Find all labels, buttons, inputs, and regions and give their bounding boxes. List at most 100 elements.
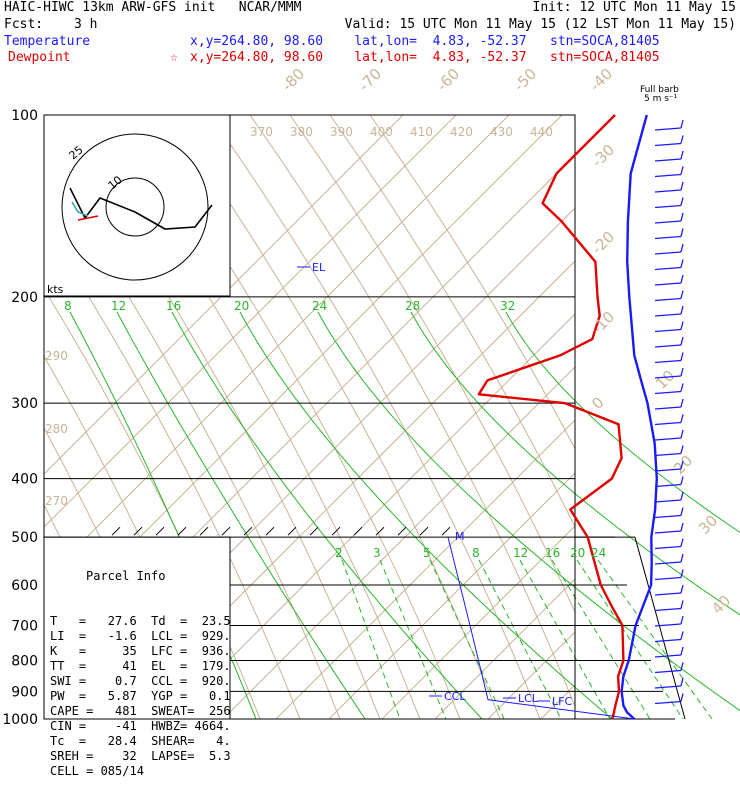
wind-barb-flag <box>680 212 684 222</box>
isotherm-line <box>169 313 575 719</box>
wind-barb-flag <box>680 569 684 578</box>
barb-legend-line1: Full barb <box>640 85 679 95</box>
wind-barb <box>654 631 684 643</box>
wind-barb-flag <box>680 538 684 547</box>
wind-barb <box>654 119 684 131</box>
wind-barb-staff <box>654 623 682 627</box>
isotherm-line <box>44 115 404 475</box>
wind-barb <box>654 243 684 255</box>
wind-barb-flag <box>680 584 684 594</box>
mixing-ratio-label-lower: 8 <box>472 546 480 560</box>
wind-barb-staff <box>654 390 682 395</box>
wind-barb <box>654 538 684 550</box>
parcel-panel-box <box>43 536 231 720</box>
wind-barb-flag <box>680 615 684 625</box>
wind-barb-staff <box>654 468 682 472</box>
wind-barb-staff <box>654 297 682 302</box>
init-time: Init: 12 UTC Mon 11 May 15 <box>532 0 737 15</box>
wind-barb <box>654 445 684 457</box>
wind-barb-flag <box>680 414 684 423</box>
parcel-info-row: K = 35 LFC = 936. <box>50 644 231 658</box>
mixing-ratio-line-lower <box>597 559 713 720</box>
hatch-mark <box>353 526 363 536</box>
theta-label: 370 <box>250 125 273 139</box>
hatch-mark <box>375 526 385 536</box>
wind-barb-flag <box>680 150 684 160</box>
wind-barb-flag <box>680 646 684 656</box>
wind-barb-flag <box>680 522 684 532</box>
hatch-mark <box>331 526 341 536</box>
wind-barb-flag <box>680 336 684 346</box>
wind-barb-flag <box>680 305 684 315</box>
dewpoint-trace <box>477 114 625 720</box>
pressure-tick-label: 500 <box>11 530 38 546</box>
hatch-mark <box>111 526 121 536</box>
wind-barb <box>654 522 684 534</box>
wind-barb-staff <box>654 235 682 240</box>
isotherm-line <box>540 684 575 719</box>
wind-barb-staff <box>654 700 682 705</box>
hatch-mark <box>309 526 319 536</box>
wind-barb-flag <box>680 243 684 253</box>
parcel-info-row: Tc = 28.4 SHEAR= 4. <box>50 734 231 748</box>
mixing-ratio-label-lower: 20 <box>570 546 585 560</box>
wind-barbs <box>654 119 684 705</box>
hodograph-ring-outer <box>61 133 209 281</box>
wind-barb-flag <box>680 367 684 377</box>
wind-barb <box>654 460 684 472</box>
wind-barb-staff <box>654 607 682 612</box>
annotation-el: EL <box>312 261 326 274</box>
wind-barb-flag <box>680 352 684 361</box>
wind-barb <box>654 274 684 286</box>
wind-barb-staff <box>654 328 682 333</box>
parcel-info-row: PW = 5.87 YGP = 0.1 <box>50 689 231 703</box>
wind-barb <box>654 336 684 348</box>
wind-barb <box>654 491 684 503</box>
wind-barb-staff <box>654 406 682 410</box>
pressure-tick-label: 800 <box>11 653 38 669</box>
lower-frame-edge <box>575 536 686 720</box>
wind-barb <box>654 181 684 193</box>
mixing-ratio-line <box>171 311 483 720</box>
isotherm-label: -20 <box>588 228 618 258</box>
wind-barb <box>654 646 684 658</box>
parcel-info-panel: Parcel Info T = 27.6 Td = 23.5 LI = -1.6 … <box>50 539 231 794</box>
parcel-panel-frame <box>43 536 231 720</box>
isotherm-line <box>275 419 575 719</box>
isotherm-label: 30 <box>695 512 721 538</box>
isotherm-line <box>328 472 575 719</box>
valid-time: Valid: 15 UTC Mon 11 May 15 (12 LST Mon … <box>344 17 736 32</box>
theta-label: 430 <box>490 125 513 139</box>
hatch-mark <box>177 526 187 536</box>
isotherm-line <box>700 115 740 719</box>
dry-adiabat-line <box>329 115 575 529</box>
wind-barb-flag <box>680 600 684 609</box>
isotherm-label: 0 <box>588 393 607 412</box>
annotation-lfc: LFC <box>552 695 572 708</box>
wind-barb-flag <box>680 228 684 237</box>
wind-barb-staff <box>654 685 682 689</box>
wind-barb-staff <box>654 561 682 565</box>
plot-frame <box>43 114 576 720</box>
isotherm-label: -70 <box>355 65 385 95</box>
wind-barb <box>654 398 684 410</box>
annotation-ccl: CCL <box>444 690 466 703</box>
mixing-ratio-line <box>116 311 366 720</box>
wind-barb-flag <box>680 321 684 330</box>
wind-barb <box>654 212 684 224</box>
parcel-info-row: TT = 41 EL = 179. <box>50 659 231 673</box>
wind-barb <box>654 414 684 426</box>
isotherm-label: -30 <box>588 141 618 171</box>
mixing-ratio-label-lower: 5 <box>423 546 431 560</box>
wind-barb-flag <box>680 398 684 408</box>
mixing-ratio-line-lower <box>379 559 447 720</box>
mixing-ratio-line <box>317 311 740 712</box>
wind-barb <box>654 507 684 519</box>
mixing-ratio-label-lower: 12 <box>513 546 528 560</box>
wind-barb-staff <box>654 313 682 317</box>
wind-barb <box>654 693 684 705</box>
dry-adiabat-line <box>369 115 575 450</box>
wind-barb-flag <box>680 631 684 640</box>
